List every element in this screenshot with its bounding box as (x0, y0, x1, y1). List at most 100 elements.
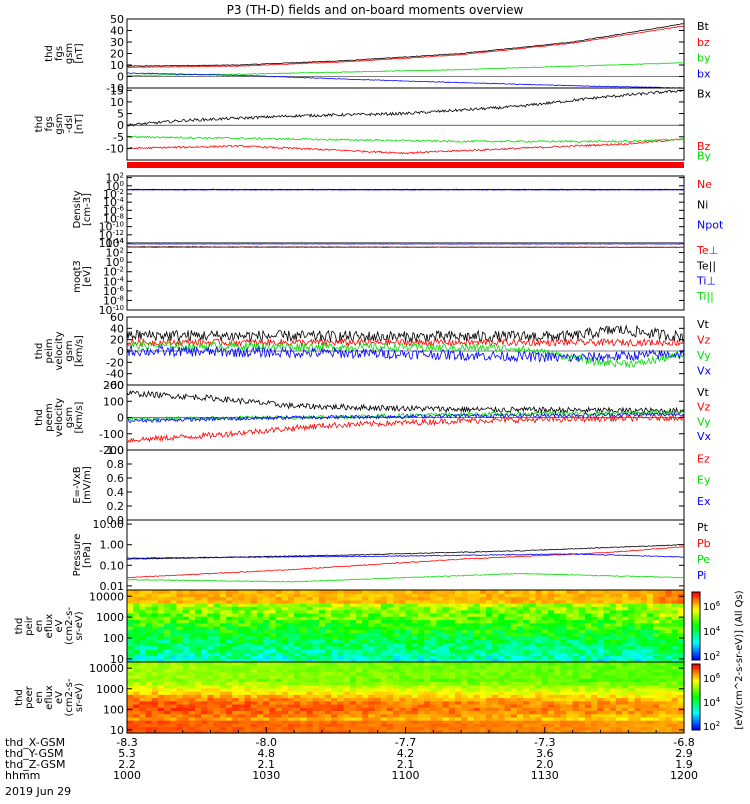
series-Pi (127, 554, 684, 559)
y-axis-label: Pressure[nPa] (72, 534, 93, 577)
spectrogram-cell (139, 590, 146, 594)
x-row-value: 1100 (392, 769, 420, 782)
legend-Pe: Pe (697, 553, 710, 566)
panel-frame (127, 176, 684, 243)
x-row-value: 1130 (531, 769, 559, 782)
y-tick-label: 10.00 (93, 518, 125, 531)
spectrogram-cell (238, 590, 245, 594)
legend-Vx: Vx (697, 365, 712, 378)
spectrogram-cell (306, 590, 313, 594)
legend-Ey: Ey (697, 474, 711, 487)
spectrogram-cell (325, 662, 332, 666)
spectrogram-cell (313, 590, 320, 594)
figure-title: P3 (TH-D) fields and on-board moments ov… (227, 3, 524, 17)
y-axis-label: E=-VxB[mV/m] (72, 466, 93, 504)
spectrogram-cell (344, 590, 351, 594)
spectrogram-cell (276, 662, 283, 666)
y-tick-label: 0.8 (107, 458, 125, 471)
spectrogram-cell (146, 590, 153, 594)
series-bz (127, 26, 684, 67)
spectrogram-cell (214, 590, 221, 594)
spectrogram-cell (189, 662, 196, 666)
legend-Bt: Bt (697, 20, 710, 33)
spectrogram-cell (443, 662, 450, 666)
spectrogram-cell (232, 662, 239, 666)
spectrogram-cell (566, 590, 573, 594)
spectrogram-cell (517, 590, 524, 594)
series-Vy (127, 342, 684, 368)
spectrogram-cell (139, 662, 146, 666)
spectrogram-cell (492, 590, 499, 594)
panel-3: 10210010-210-410-610-810-1010-1210-14Den… (72, 172, 724, 250)
spectrogram-cell (659, 662, 666, 666)
spectrogram-cell (412, 662, 419, 666)
spectrogram-cell (560, 590, 567, 594)
legend-Vx: Vx (697, 430, 712, 443)
spectrogram-cell (665, 590, 672, 594)
spectrogram-cell (443, 590, 450, 594)
colorbar-label: [eV/(cm^2-s-sr-eV)] (All Qs) (734, 590, 745, 729)
spectrogram-cell (220, 590, 227, 594)
y-tick-labels: 10.001.000.100.01 (93, 518, 685, 593)
y-tick-label: 100 (103, 703, 124, 716)
spectrogram-cell (201, 662, 208, 666)
spectrogram-cell (368, 662, 375, 666)
spectrogram-cell (189, 590, 196, 594)
spectrogram-cell (622, 662, 629, 666)
spectrogram-cell (498, 662, 505, 666)
spectrogram-cell (653, 662, 660, 666)
y-label-line: [nT] (74, 114, 85, 134)
spectrogram-cell (548, 662, 555, 666)
legend-Ni: Ni (697, 198, 708, 211)
spectrogram-cell (566, 662, 573, 666)
y-tick-label: -100 (99, 428, 124, 441)
spectrogram-cell (461, 590, 468, 594)
spectrogram-cell (356, 662, 363, 666)
y-label-line: [km/s] (74, 335, 85, 367)
spectrogram-cell (245, 590, 252, 594)
spectrogram-cell (560, 662, 567, 666)
spectrogram-cell (195, 590, 202, 594)
spectrogram-cell (498, 590, 505, 594)
spectrogram-cell (207, 590, 214, 594)
legend-bz: bz (697, 36, 710, 49)
colorbar-tick: 104 (703, 696, 721, 709)
y-label-line: [cm-3] (82, 193, 93, 226)
spectrogram-cell (424, 662, 431, 666)
panel-frame (127, 88, 684, 160)
y-tick-label: 1000 (96, 683, 124, 696)
legend-Ez: Ez (697, 452, 710, 465)
spectrogram-cell (183, 590, 190, 594)
legend-Pb: Pb (697, 537, 711, 550)
spectrogram-cell (269, 590, 276, 594)
spectrogram-cell (430, 662, 437, 666)
spectrogram-cell (653, 590, 660, 594)
legend: Te⊥Te||Ti⊥Ti|| (696, 244, 718, 303)
y-axis-label: Density[cm-3] (72, 190, 93, 228)
legend-By: By (697, 149, 712, 162)
spectrogram-cell (672, 662, 679, 666)
spectrogram-cell (226, 590, 233, 594)
spectrogram-cell (381, 662, 388, 666)
legend-Vy: Vy (697, 349, 711, 362)
spectrogram-cell (201, 590, 208, 594)
series-Pe (127, 573, 684, 582)
series-Bx (127, 90, 684, 126)
spectrogram-cell (214, 662, 221, 666)
spectrogram-cell (263, 590, 270, 594)
spectrogram-cell (344, 662, 351, 666)
spectrogram-cell (529, 590, 536, 594)
spectrogram-cell (505, 662, 512, 666)
spectrogram-cell (665, 662, 672, 666)
spectrogram-cell (251, 662, 258, 666)
y-tick-label: 1.00 (100, 539, 125, 552)
spectrogram-cell (313, 662, 320, 666)
